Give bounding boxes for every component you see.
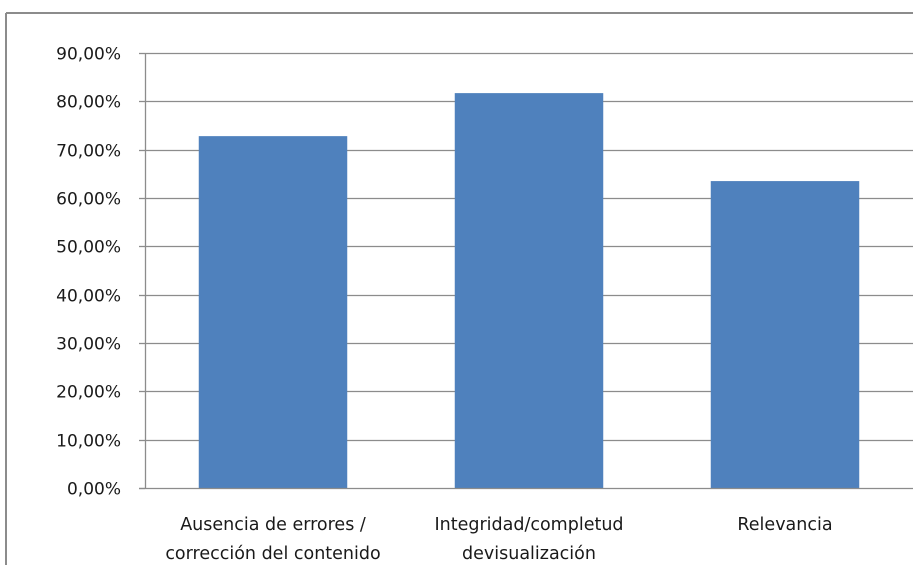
x-category-label: Relevancia <box>737 515 832 535</box>
x-category-label: corrección del contenido <box>165 544 380 564</box>
y-tick-label: 40,00% <box>56 287 121 307</box>
x-category-labels: Ausencia de errores / corrección del cont… <box>165 515 832 564</box>
y-tick-label: 80,00% <box>56 93 121 113</box>
x-category-label: Ausencia de errores / <box>180 515 366 535</box>
y-tick-labels: 0,00% 10,00% 20,00% 30,00% 40,00% 50,00% 60,00… <box>56 45 121 500</box>
bar <box>198 136 348 488</box>
bar <box>710 181 860 489</box>
y-tick-label: 30,00% <box>56 335 121 355</box>
bars <box>198 93 860 489</box>
x-category-label: devisualización <box>462 544 596 564</box>
y-tick-label: 70,00% <box>56 142 121 162</box>
y-tick-label: 50,00% <box>56 238 121 258</box>
y-tick-label: 90,00% <box>56 45 121 65</box>
y-tick-label: 0,00% <box>67 480 121 500</box>
axes <box>139 52 913 490</box>
bar <box>454 93 604 488</box>
x-category-label: Integridad/completud <box>434 515 623 535</box>
y-tick-label: 60,00% <box>56 190 121 210</box>
y-tick-label: 10,00% <box>56 432 121 452</box>
y-tick-label: 20,00% <box>56 383 121 403</box>
